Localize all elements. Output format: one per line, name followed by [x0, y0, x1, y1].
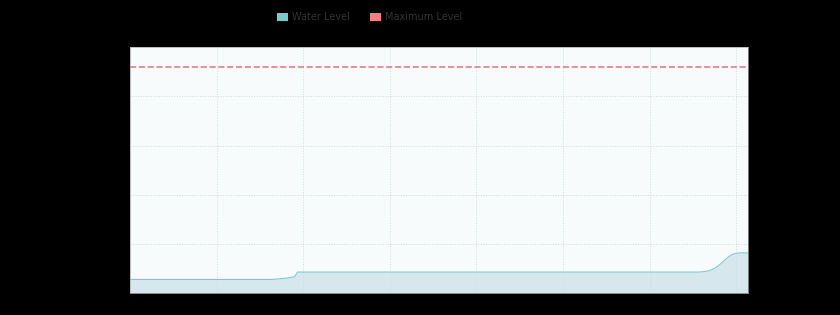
Legend: Water Level, Maximum Level: Water Level, Maximum Level	[273, 8, 466, 26]
